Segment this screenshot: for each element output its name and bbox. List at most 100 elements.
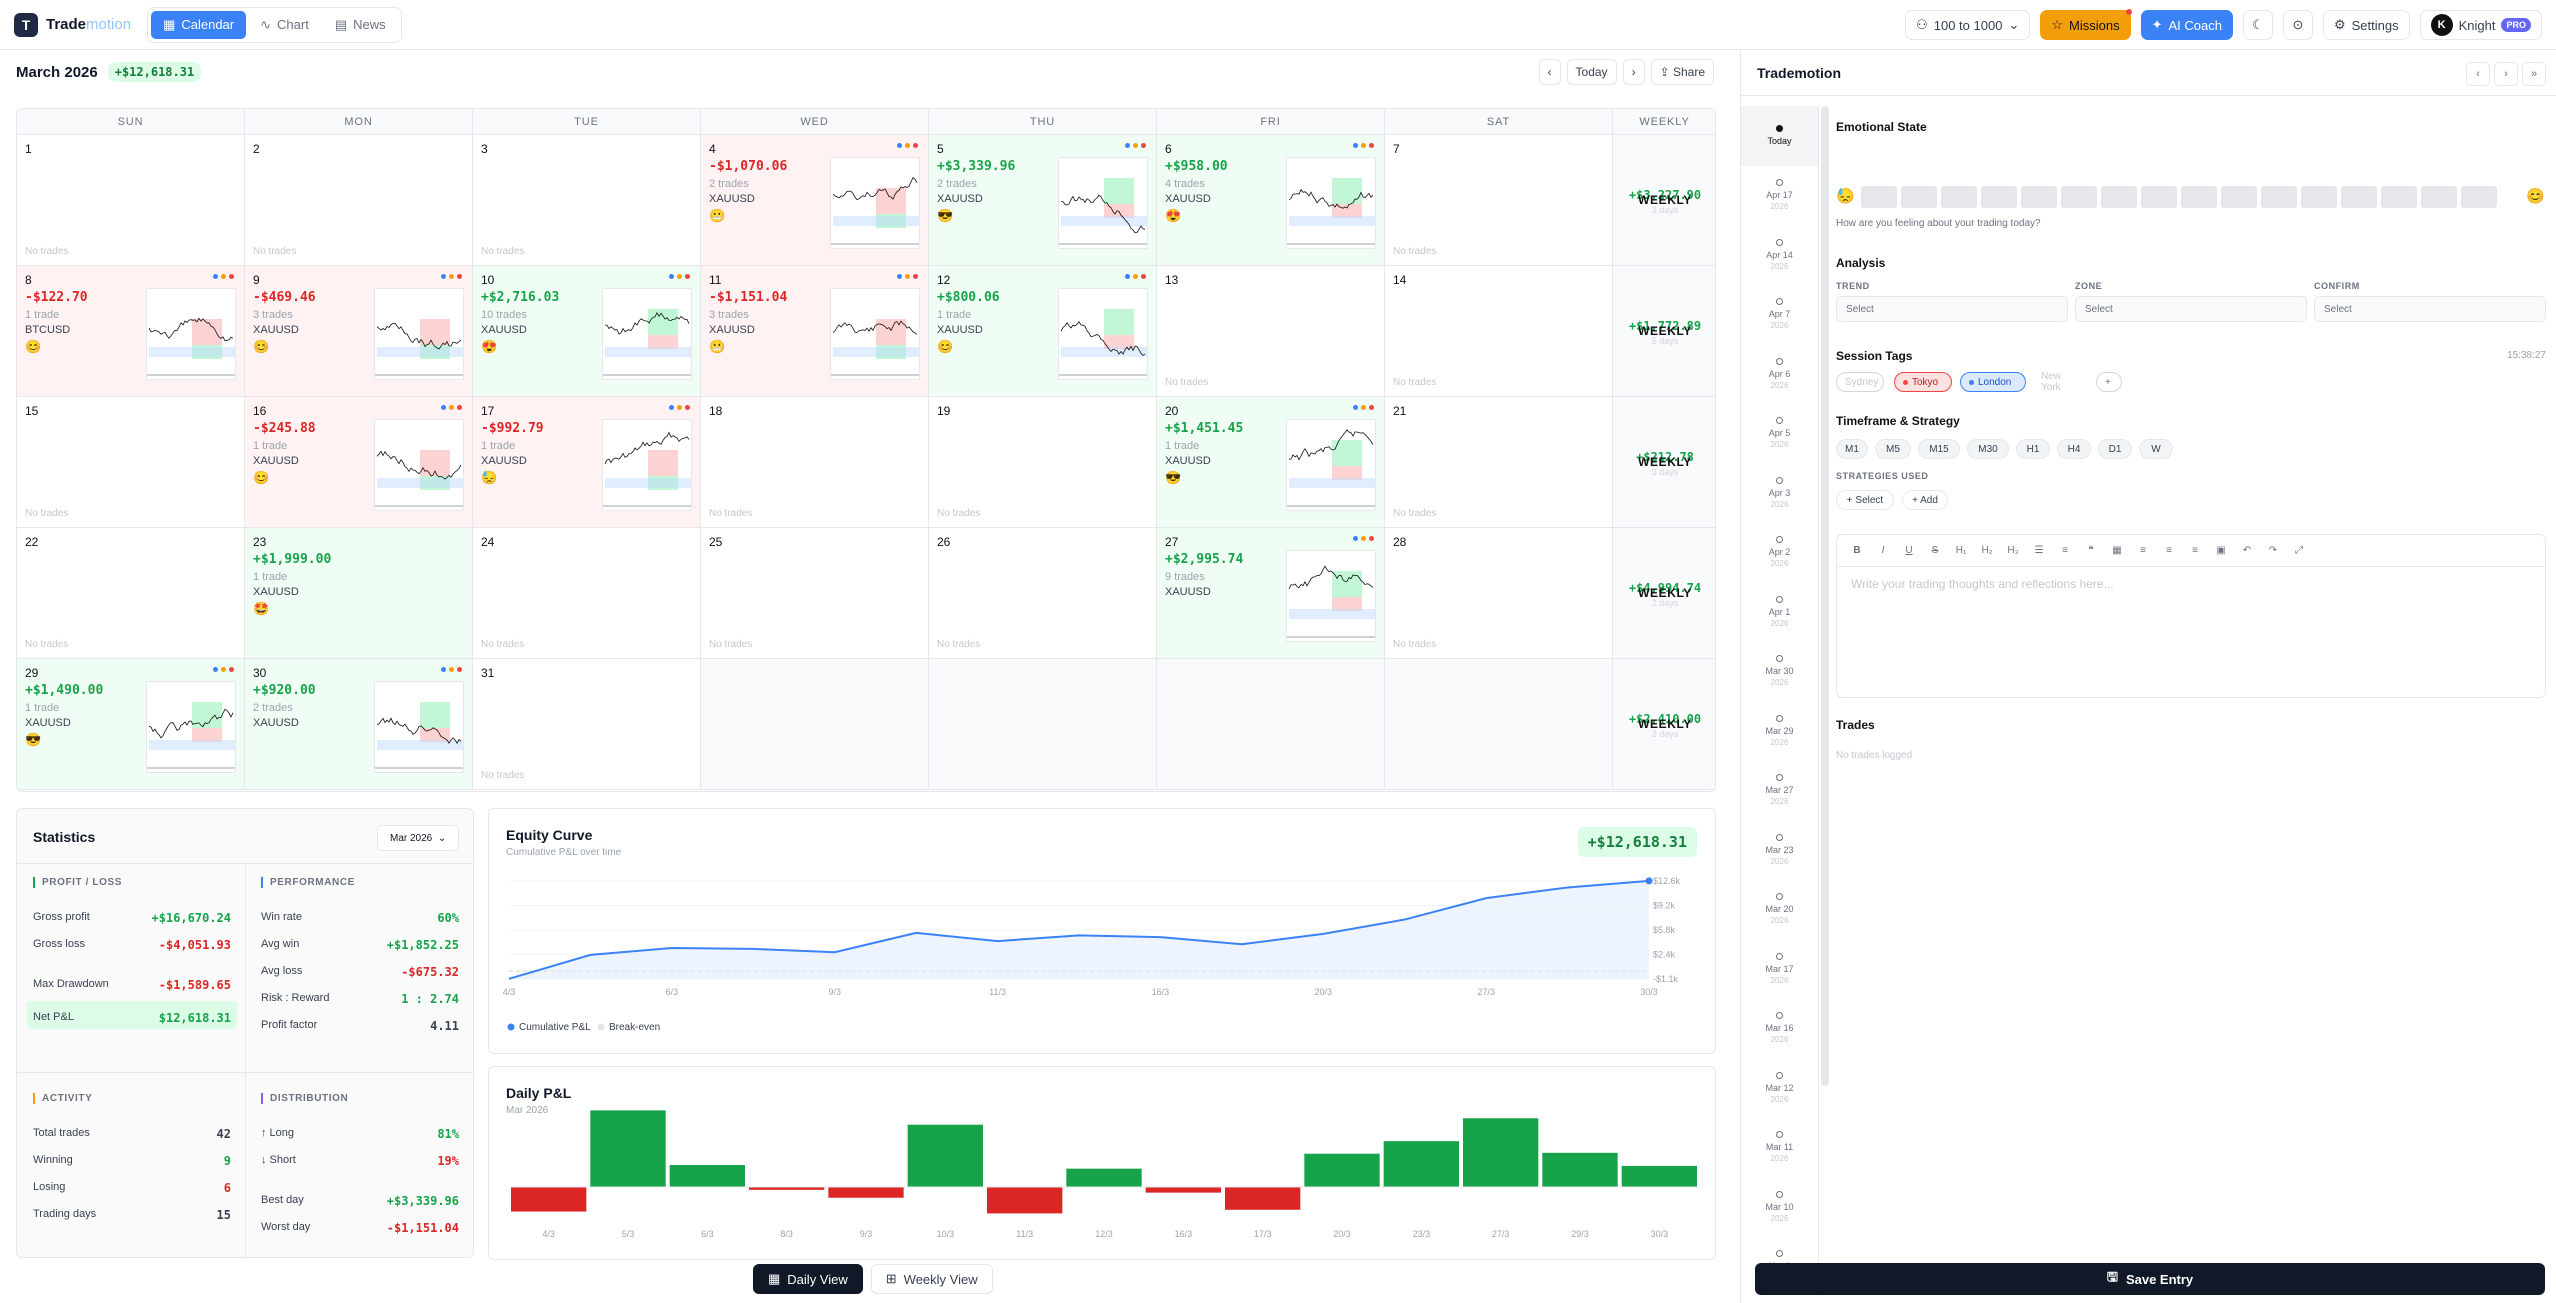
calendar-day-cell[interactable]: 15 No trades — [17, 397, 245, 528]
calendar-day-cell[interactable]: 7 No trades — [1385, 135, 1613, 266]
trade-screenshot-thumbnail[interactable] — [374, 288, 464, 380]
emotion-segment[interactable] — [2221, 186, 2257, 208]
calendar-day-cell[interactable]: 3 No trades — [473, 135, 701, 266]
trade-screenshot-thumbnail[interactable] — [1058, 288, 1148, 380]
next-day-button[interactable]: › — [2494, 62, 2518, 86]
timeframe-chip[interactable]: M30 — [1967, 439, 2009, 459]
save-entry-button[interactable]: 🖫 Save Entry — [1755, 1263, 2545, 1295]
date-list-item[interactable]: Apr 2 2026 — [1741, 523, 1818, 583]
calendar-day-cell[interactable]: 9 -$469.46 3 trades XAUUSD 😊 — [245, 266, 473, 397]
period-select[interactable]: Mar 2026 ⌄ — [377, 825, 459, 851]
emotion-segment[interactable] — [2021, 186, 2057, 208]
h3-icon[interactable]: H₃ — [2007, 545, 2019, 556]
calendar-day-cell[interactable]: 5 +$3,339.96 2 trades XAUUSD 😎 — [929, 135, 1157, 266]
emotion-segment[interactable] — [1861, 186, 1897, 208]
trade-screenshot-thumbnail[interactable] — [1286, 157, 1376, 249]
redo-icon[interactable]: ↷ — [2268, 545, 2278, 556]
emotion-segment[interactable] — [2261, 186, 2297, 208]
prev-day-button[interactable]: ‹ — [2466, 62, 2490, 86]
date-list-item[interactable]: Apr 7 2026 — [1741, 285, 1818, 345]
bold-icon[interactable]: B — [1853, 545, 1861, 556]
emotion-segment[interactable] — [2181, 186, 2217, 208]
date-list-item[interactable]: Apr 6 2026 — [1741, 344, 1818, 404]
calendar-day-cell[interactable]: 25 No trades — [701, 528, 929, 659]
timeframe-chip[interactable]: H1 — [2016, 439, 2050, 459]
timeframe-chip[interactable]: M1 — [1836, 439, 1868, 459]
trade-screenshot-thumbnail[interactable] — [1286, 419, 1376, 511]
calendar-day-cell[interactable]: 31 No trades — [473, 659, 701, 790]
date-list-item[interactable]: Mar 16 2026 — [1741, 999, 1818, 1059]
calendar-day-cell[interactable]: 22 No trades — [17, 528, 245, 659]
trade-screenshot-thumbnail[interactable] — [1058, 157, 1148, 249]
emotion-segment[interactable] — [1981, 186, 2017, 208]
share-button[interactable]: ⇪ Share — [1650, 59, 1714, 85]
date-list-item[interactable]: Apr 14 2026 — [1741, 225, 1818, 285]
calendar-day-cell[interactable]: 14 No trades — [1385, 266, 1613, 397]
calendar-day-cell[interactable]: 8 -$122.70 1 trade BTCUSD 😊 — [17, 266, 245, 397]
emotion-segment[interactable] — [2421, 186, 2457, 208]
next-month-button[interactable]: › — [1622, 59, 1645, 85]
emotion-segment[interactable] — [2301, 186, 2337, 208]
settings-button[interactable]: ⚙ Settings — [2322, 10, 2410, 40]
bullet-list-icon[interactable]: ☰ — [2034, 545, 2044, 556]
session-tag[interactable]: London — [1960, 372, 2026, 392]
date-list-item[interactable]: Mar 12 2026 — [1741, 1058, 1818, 1118]
trade-screenshot-thumbnail[interactable] — [374, 419, 464, 511]
date-list-item[interactable]: Today — [1741, 106, 1818, 166]
calendar-day-cell[interactable]: 27 +$2,995.74 9 trades XAUUSD — [1157, 528, 1385, 659]
date-list-item[interactable]: Apr 5 2026 — [1741, 404, 1818, 464]
confirm-select[interactable]: Select — [2314, 296, 2546, 322]
trend-select[interactable]: Select — [1836, 296, 2068, 322]
calendar-day-cell[interactable]: 4 -$1,070.06 2 trades XAUUSD 😬 — [701, 135, 929, 266]
trade-screenshot-thumbnail[interactable] — [830, 288, 920, 380]
calendar-day-cell[interactable]: 28 No trades — [1385, 528, 1613, 659]
date-list-item[interactable]: Mar 30 2026 — [1741, 642, 1818, 702]
calendar-day-cell[interactable]: 26 No trades — [929, 528, 1157, 659]
calendar-day-cell[interactable]: 19 No trades — [929, 397, 1157, 528]
emotion-segment[interactable] — [2461, 186, 2497, 208]
date-list-item[interactable]: Mar 29 2026 — [1741, 701, 1818, 761]
timeframe-chip[interactable]: W — [2139, 439, 2173, 459]
select-strategy-button[interactable]: + Select — [1836, 490, 1894, 510]
date-list-item[interactable]: Mar 27 2026 — [1741, 761, 1818, 821]
prev-month-button[interactable]: ‹ — [1538, 59, 1561, 85]
daily-view-button[interactable]: ▦ Daily View — [753, 1264, 863, 1294]
trade-screenshot-thumbnail[interactable] — [374, 681, 464, 773]
today-button[interactable]: Today — [1566, 59, 1617, 85]
image-icon[interactable]: ▣ — [2216, 545, 2226, 556]
calendar-day-cell[interactable]: 20 +$1,451.45 1 trade XAUUSD 😎 — [1157, 397, 1385, 528]
calendar-day-cell[interactable]: 2 No trades — [245, 135, 473, 266]
calendar-day-cell[interactable]: 30 +$920.00 2 trades XAUUSD — [245, 659, 473, 790]
account-selector[interactable]: ⚇ 100 to 1000 ⌄ — [1905, 10, 2031, 40]
align-center-icon[interactable]: ≡ — [2166, 545, 2172, 556]
date-list-item[interactable]: Apr 17 2026 — [1741, 166, 1818, 226]
session-tag[interactable]: Tokyo — [1894, 372, 1952, 392]
emotion-segment[interactable] — [1901, 186, 1937, 208]
weekly-view-button[interactable]: ⊞ Weekly View — [870, 1264, 993, 1294]
strike-icon[interactable]: S — [1931, 545, 1939, 556]
date-list-item[interactable]: Mar 20 2026 — [1741, 880, 1818, 940]
italic-icon[interactable]: I — [1881, 545, 1885, 556]
emotion-segment[interactable] — [2101, 186, 2137, 208]
session-tag[interactable]: New York — [2032, 371, 2088, 393]
notes-editor[interactable]: B I U S H₁ H₂ H₃ ☰ ≡ ❝ ▦ ≡ ≡ ≡ ▣ ↶ ↷ ⤢ Write your tra… — [1836, 534, 2546, 698]
play-icon[interactable]: ⊙ — [2282, 10, 2313, 40]
undo-icon[interactable]: ↶ — [2242, 545, 2252, 556]
calendar-day-cell[interactable]: 13 No trades — [1157, 266, 1385, 397]
collapse-panel-button[interactable]: » — [2522, 62, 2546, 86]
date-list-item[interactable]: Mar 17 2026 — [1741, 939, 1818, 999]
calendar-day-cell[interactable]: 6 +$958.00 4 trades XAUUSD 😍 — [1157, 135, 1385, 266]
zone-select[interactable]: Select — [2075, 296, 2307, 322]
ordered-list-icon[interactable]: ≡ — [2062, 545, 2068, 556]
date-list-item[interactable]: Mar 11 2026 — [1741, 1118, 1818, 1178]
calendar-day-cell[interactable]: 10 +$2,716.03 10 trades XAUUSD 😍 — [473, 266, 701, 397]
table-icon[interactable]: ▦ — [2112, 545, 2122, 556]
align-right-icon[interactable]: ≡ — [2192, 545, 2198, 556]
trade-screenshot-thumbnail[interactable] — [602, 419, 692, 511]
trade-screenshot-thumbnail[interactable] — [146, 288, 236, 380]
trade-screenshot-thumbnail[interactable] — [602, 288, 692, 380]
timeframe-chip[interactable]: D1 — [2098, 439, 2132, 459]
nav-chart[interactable]: ∿ Chart — [260, 16, 309, 33]
calendar-day-cell[interactable]: 18 No trades — [701, 397, 929, 528]
calendar-day-cell[interactable]: 16 -$245.88 1 trade XAUUSD 😊 — [245, 397, 473, 528]
